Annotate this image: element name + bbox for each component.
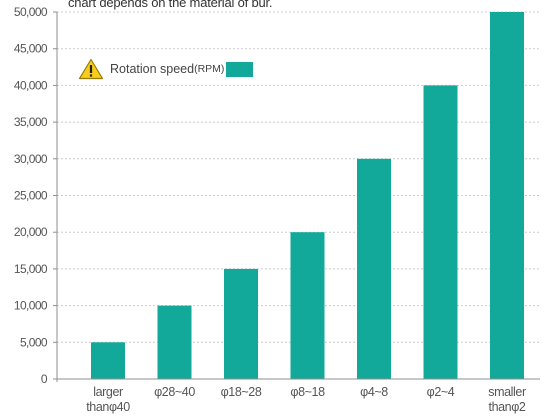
x-category-label: φ8~18: [290, 385, 325, 399]
x-category-label: thanφ40: [86, 400, 130, 414]
y-tick-label: 0: [41, 372, 48, 386]
y-tick-label: 5,000: [20, 335, 48, 349]
y-tick-label: 35,000: [14, 115, 48, 129]
legend: Rotation speed (RPM): [78, 58, 254, 80]
legend-label: Rotation speed: [110, 62, 195, 76]
y-tick-label: 45,000: [14, 42, 48, 56]
y-tick-label: 50,000: [14, 5, 48, 19]
x-category-label: φ28~40: [154, 385, 195, 399]
y-tick-label: 20,000: [14, 225, 48, 239]
bars: [91, 12, 524, 380]
warning-icon: [78, 58, 104, 80]
bar: [290, 232, 325, 379]
bar: [490, 12, 524, 379]
bar: [357, 158, 391, 379]
x-category-label: φ18~28: [221, 385, 262, 399]
legend-swatch: [226, 61, 254, 77]
y-tick-label: 40,000: [14, 78, 48, 92]
x-category-label: φ2~4: [427, 385, 455, 399]
x-category-label: thanφ2: [489, 400, 526, 414]
chart-note: chart depends on the material of bur.: [68, 0, 273, 10]
y-tick-labels: 0 5,000 10,000 15,000 20,000 25,000 30,000 35,0…: [14, 5, 49, 386]
bar: [91, 342, 125, 379]
legend-unit: (RPM): [194, 63, 225, 75]
axes: [53, 11, 540, 382]
bar: [423, 85, 458, 380]
y-tick-label: 25,000: [14, 189, 48, 203]
y-tick-label: 30,000: [14, 152, 48, 166]
x-category-label: smaller: [488, 385, 526, 399]
y-tick-label: 15,000: [14, 262, 48, 276]
x-category-label: φ4~8: [360, 385, 388, 399]
y-tick-label: 10,000: [14, 299, 48, 313]
bar: [224, 268, 258, 379]
x-category-label: larger: [93, 385, 123, 399]
bar: [157, 305, 192, 379]
